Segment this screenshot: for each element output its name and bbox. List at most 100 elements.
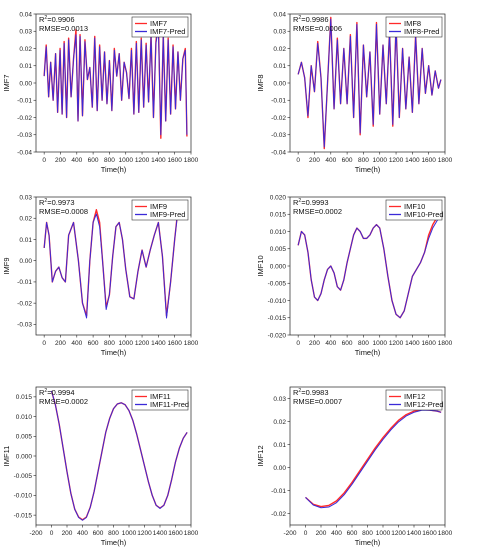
- y-tick-label: -0.02: [271, 511, 286, 518]
- x-tick-label: 200: [309, 157, 320, 164]
- y-tick-label: -0.02: [17, 300, 32, 307]
- series-line-imf7-pred: [43, 27, 188, 136]
- x-tick-label: 1400: [405, 340, 420, 347]
- x-tick-label: 1000: [373, 340, 388, 347]
- x-tick-label: 800: [108, 530, 119, 537]
- y-tick-label: -0.02: [17, 115, 32, 122]
- y-tick-label: 0.010: [16, 414, 33, 421]
- x-tick-label: 1400: [405, 157, 420, 164]
- x-tick-label: 0: [296, 340, 300, 347]
- y-tick-label: 0.04: [19, 11, 32, 18]
- chart-panel-imf12: -200 0 200 400 600 800 1000 1200 1400 1600 1800 -0.…: [256, 386, 453, 547]
- x-tick-label: 1200: [135, 340, 150, 347]
- x-tick-label: 800: [104, 340, 115, 347]
- x-tick-label: 400: [325, 157, 336, 164]
- r-squared-label: R2=0.9906: [39, 15, 75, 24]
- legend-label: IMF10-Pred: [404, 210, 444, 219]
- y-tick-label: 0.020: [270, 194, 287, 201]
- x-tick-label: 200: [316, 530, 327, 537]
- y-tick-label: 0.00: [273, 465, 286, 472]
- x-tick-label: 600: [342, 340, 353, 347]
- y-tick-label: 0.02: [19, 46, 32, 53]
- y-tick-label: 0.00: [19, 80, 32, 87]
- x-tick-label: 0: [42, 340, 46, 347]
- series-line-imf10-pred: [297, 213, 442, 319]
- legend-label: IMF7-Pred: [150, 27, 185, 36]
- x-tick-label: 800: [358, 157, 369, 164]
- x-tick-label: 1600: [421, 157, 436, 164]
- plot-frame: [35, 196, 192, 336]
- y-tick-label: 0.015: [270, 212, 287, 219]
- x-tick-label: 1200: [389, 340, 404, 347]
- x-tick-label: 1200: [135, 157, 150, 164]
- legend-label: IMF12-Pred: [404, 400, 444, 409]
- y-tick-label: 0.03: [273, 396, 286, 403]
- x-axis-label: Time(h): [355, 165, 381, 174]
- y-tick-label: 0.010: [270, 229, 287, 236]
- rmse-label: RMSE=0.0002: [39, 397, 88, 406]
- rmse-label: RMSE=0.0013: [39, 24, 88, 33]
- y-tick-label: -0.04: [17, 149, 32, 156]
- y-tick-label: 0.01: [19, 63, 32, 70]
- legend-label: IMF10: [404, 202, 425, 211]
- x-tick-label: 200: [55, 340, 66, 347]
- x-tick-label: 1600: [167, 157, 182, 164]
- x-axis-label: Time(h): [101, 538, 127, 547]
- y-tick-label: 0.02: [273, 46, 286, 53]
- y-tick-label: 0.03: [273, 29, 286, 36]
- y-tick-label: 0.01: [273, 63, 286, 70]
- x-tick-label: 800: [104, 157, 115, 164]
- x-tick-label: 400: [71, 157, 82, 164]
- y-tick-label: -0.005: [14, 473, 33, 480]
- x-tick-label: 400: [331, 530, 342, 537]
- y-tick-label: 0.03: [19, 194, 32, 201]
- legend-label: IMF9-Pred: [150, 210, 185, 219]
- series-line-imf8-pred: [297, 18, 442, 148]
- x-tick-label: 1000: [373, 157, 388, 164]
- x-tick-label: 1800: [438, 530, 453, 537]
- x-tick-label: 1000: [122, 530, 137, 537]
- y-tick-label: -0.01: [17, 279, 32, 286]
- y-tick-label: 0.005: [16, 434, 33, 441]
- x-tick-label: 800: [358, 340, 369, 347]
- x-tick-label: 1400: [151, 157, 166, 164]
- y-tick-label: 0.000: [16, 453, 33, 460]
- y-tick-label: 0.02: [19, 216, 32, 223]
- y-tick-label: 0.015: [16, 394, 33, 401]
- x-tick-label: 400: [77, 530, 88, 537]
- x-tick-label: 1800: [438, 157, 453, 164]
- rmse-label: RMSE=0.0002: [293, 207, 342, 216]
- y-tick-label: 0.01: [273, 442, 286, 449]
- x-tick-label: 600: [93, 530, 104, 537]
- chart-panel-imf9: 0 200 400 600 800 1000 1200 1400 1600 1800 -0.03 -0…: [2, 194, 199, 357]
- y-tick-label: 0.04: [273, 11, 286, 18]
- x-tick-label: 1200: [389, 157, 404, 164]
- y-tick-label: -0.005: [268, 281, 287, 288]
- x-tick-label: 1600: [421, 340, 436, 347]
- x-tick-label: 0: [50, 530, 54, 537]
- y-tick-label: 0.00: [19, 258, 32, 265]
- legend-label: IMF8-Pred: [404, 27, 439, 36]
- y-axis-label: IMF8: [256, 74, 265, 91]
- x-tick-label: 1000: [119, 157, 134, 164]
- chart-panel-imf8: 0 200 400 600 800 1000 1200 1400 1600 1800 -0.04 -0…: [256, 11, 453, 174]
- x-tick-label: 1400: [407, 530, 422, 537]
- x-tick-label: 600: [88, 157, 99, 164]
- r-squared-label: R2=0.9973: [39, 198, 75, 207]
- y-tick-label: 0.03: [19, 29, 32, 36]
- x-tick-label: 1600: [167, 340, 182, 347]
- x-tick-label: 0: [304, 530, 308, 537]
- legend-label: IMF11-Pred: [150, 400, 189, 409]
- y-axis-label: IMF7: [2, 74, 11, 91]
- x-tick-label: 1800: [184, 340, 199, 347]
- x-tick-label: 0: [296, 157, 300, 164]
- x-tick-label: 1800: [184, 157, 199, 164]
- r-squared-label: R2=0.9986: [293, 15, 329, 24]
- legend-label: IMF12: [404, 392, 425, 401]
- y-axis-label: IMF11: [2, 446, 11, 467]
- y-tick-label: 0.00: [273, 80, 286, 87]
